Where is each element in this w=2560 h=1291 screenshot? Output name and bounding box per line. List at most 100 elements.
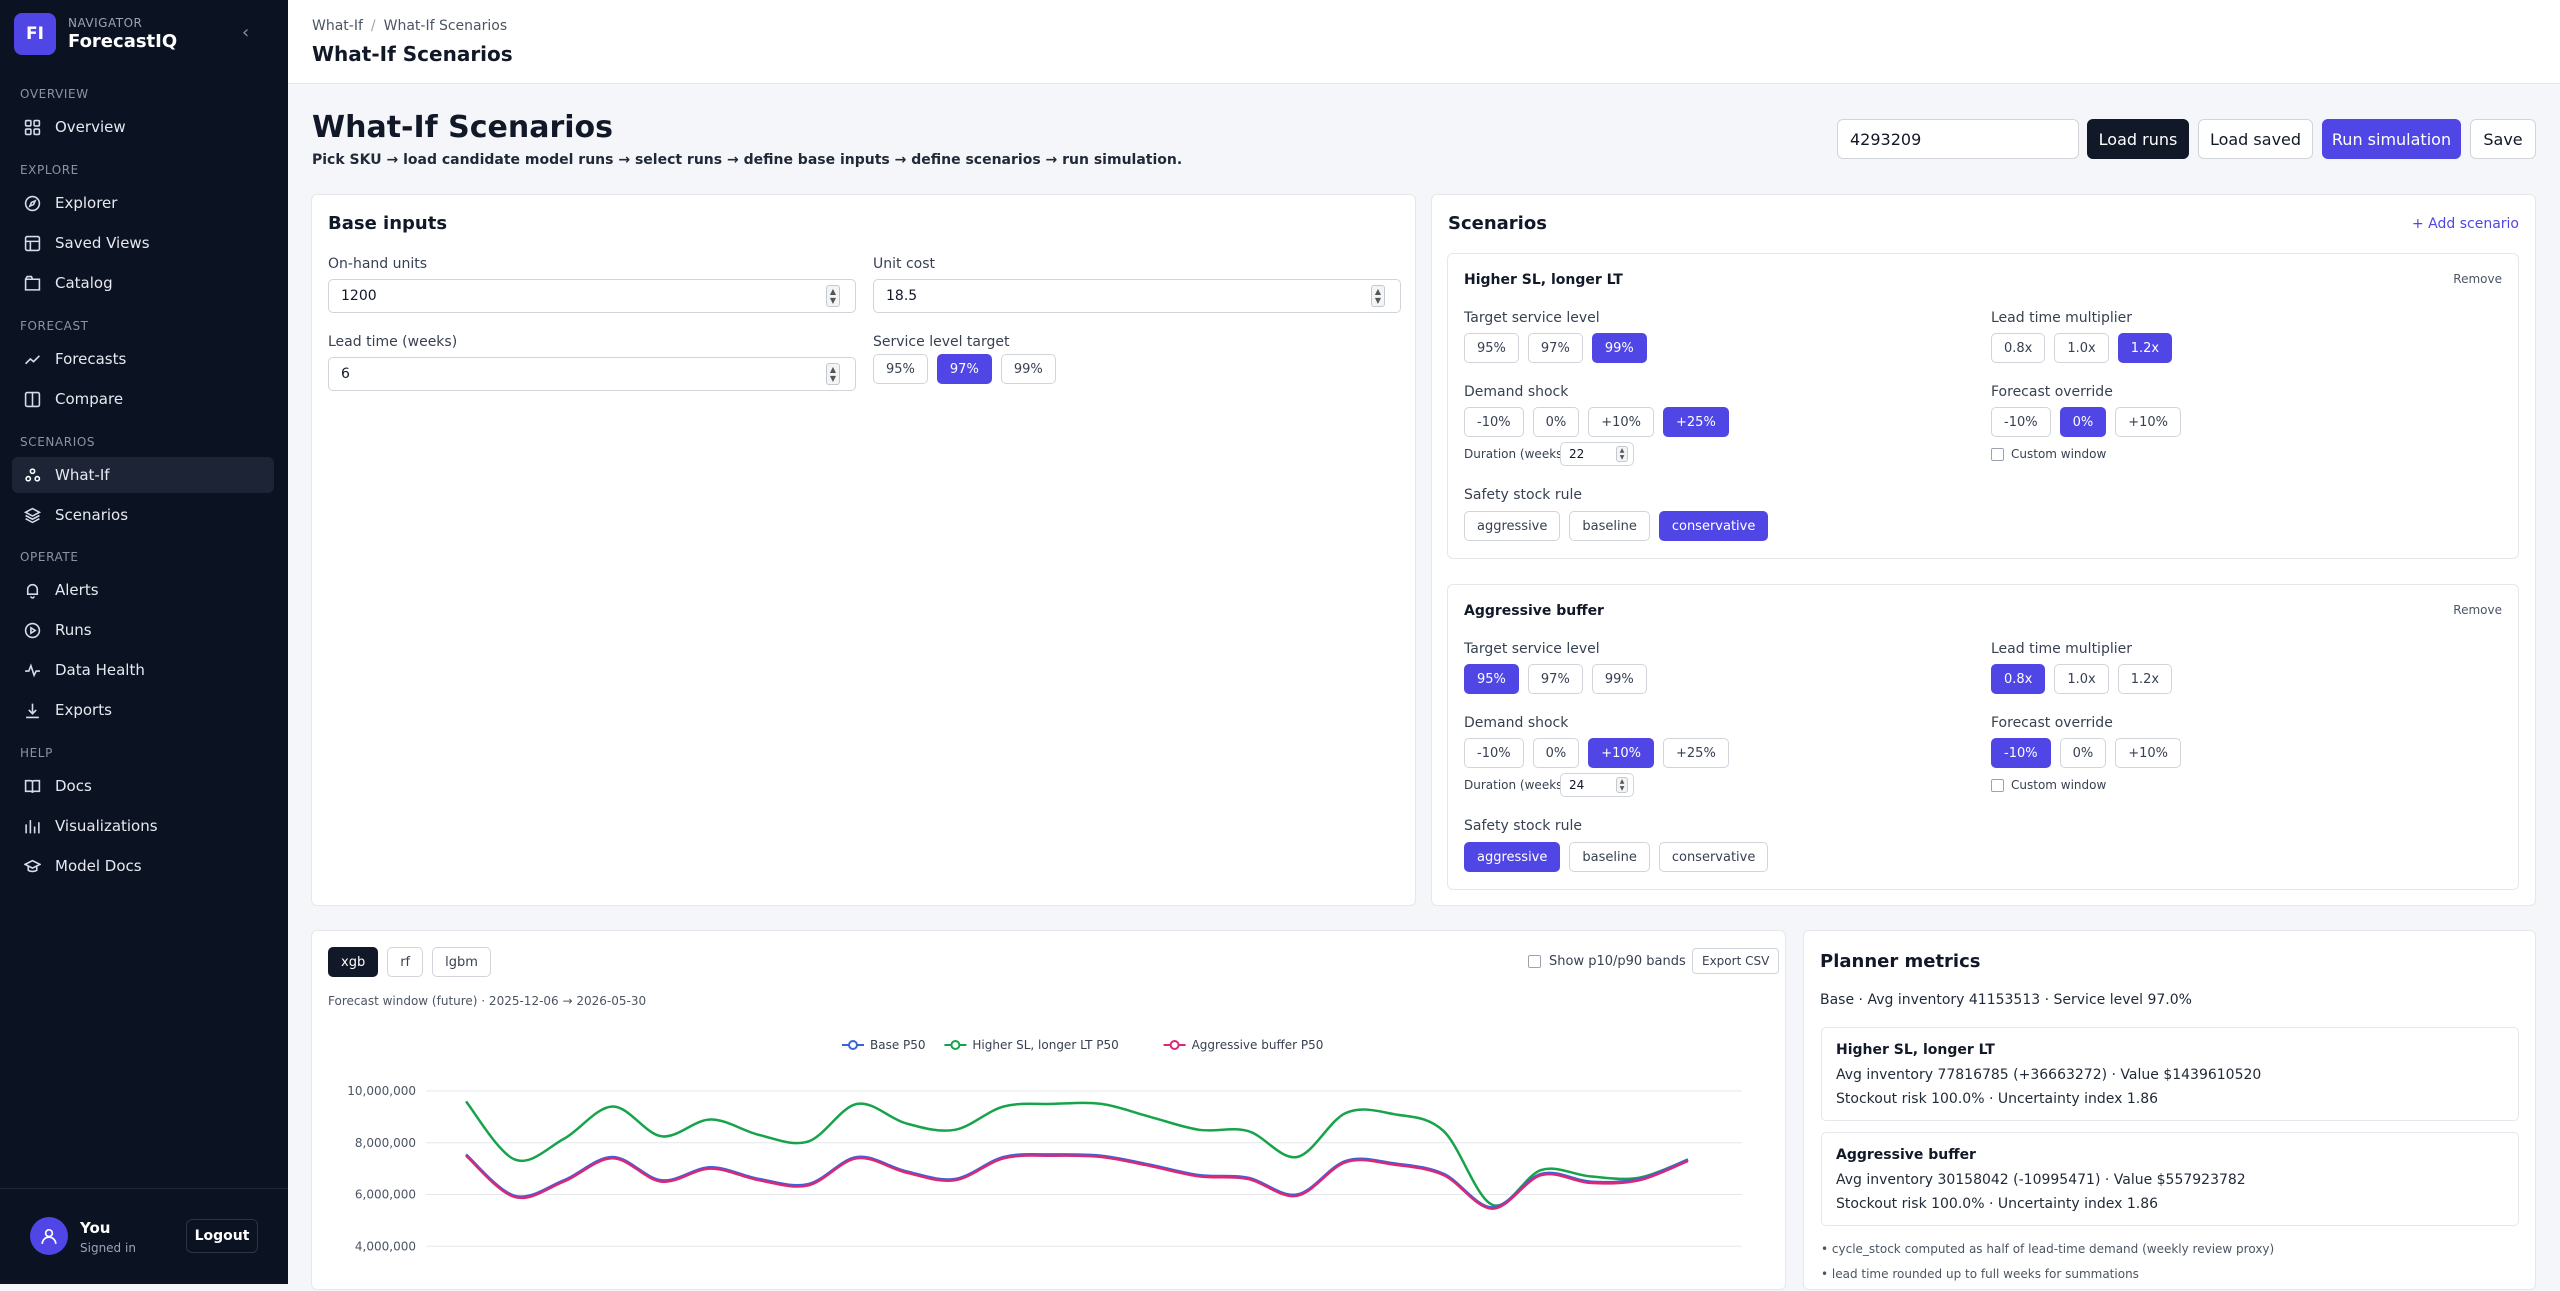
sidebar-item-docs[interactable]: Docs [12, 768, 274, 804]
target-service-option[interactable]: 95% [1464, 664, 1519, 694]
demand-shock-option[interactable]: +25% [1663, 407, 1729, 437]
sidebar-item-catalog[interactable]: Catalog [12, 265, 274, 301]
series-line[interactable] [465, 1152, 1689, 1209]
sidebar-item-data-health[interactable]: Data Health [12, 652, 274, 688]
unit-cost-stepper[interactable]: ▲ ▼ [1371, 285, 1385, 307]
lead-time-multiplier-option[interactable]: 1.2x [2117, 333, 2173, 363]
safety-stock-rule-option[interactable]: conservative [1658, 511, 1769, 541]
service-level-option[interactable]: 95% [873, 354, 928, 384]
safety-stock-rule-option[interactable]: aggressive [1464, 842, 1561, 872]
remove-scenario-button[interactable]: Remove [2453, 272, 2502, 286]
demand-shock-option[interactable]: -10% [1464, 407, 1524, 437]
breadcrumb-current[interactable]: What-If Scenarios [383, 18, 508, 34]
add-scenario-link[interactable]: + Add scenario [2411, 216, 2519, 232]
sidebar-item-what-if[interactable]: What-If [12, 457, 274, 493]
lead-time-input[interactable] [328, 357, 856, 391]
scenario-metrics-card: Aggressive buffer Avg inventory 30158042 … [1821, 1132, 2519, 1226]
custom-window-checkbox[interactable] [1991, 448, 2004, 461]
target-service-option[interactable]: 95% [1464, 333, 1519, 363]
model-tab-option[interactable]: lgbm [432, 947, 491, 977]
lead-time-multiplier-option[interactable]: 0.8x [1991, 333, 2046, 363]
lead-time-multiplier-label: Lead time multiplier [1991, 310, 2132, 326]
logout-button[interactable]: Logout [186, 1219, 258, 1253]
forecast-override-option[interactable]: +10% [2115, 407, 2182, 437]
base-metrics: Base · Avg inventory 41153513 · Service … [1820, 992, 2192, 1008]
duration-stepper[interactable]: ▲ ▼ [1616, 777, 1628, 793]
on-hand-input[interactable] [328, 279, 856, 313]
sidebar-item-visualizations[interactable]: Visualizations [12, 808, 274, 844]
model-tab-option[interactable]: xgb [328, 947, 379, 977]
run-simulation-button[interactable]: Run simulation [2322, 119, 2461, 159]
demand-shock-option[interactable]: +25% [1663, 738, 1729, 768]
sidebar-item-label: Scenarios [55, 506, 129, 524]
sidebar-item-forecasts[interactable]: Forecasts [12, 341, 274, 377]
book-icon [24, 779, 41, 793]
forecast-override-option[interactable]: 0% [2059, 407, 2107, 437]
on-hand-stepper[interactable]: ▲ ▼ [826, 285, 840, 307]
sidebar-item-compare[interactable]: Compare [12, 381, 274, 417]
unit-cost-input[interactable] [873, 279, 1401, 313]
avatar[interactable] [30, 1217, 68, 1255]
legend-label[interactable]: Higher SL, longer LT P50 [972, 1038, 1118, 1052]
legend-marker [848, 1040, 858, 1050]
target-service-option[interactable]: 97% [1527, 664, 1583, 694]
legend-label[interactable]: Aggressive buffer P50 [1192, 1038, 1324, 1052]
model-tab-option[interactable]: rf [387, 947, 424, 977]
collapse-sidebar-icon[interactable]: ‹ [242, 22, 250, 43]
service-level-option[interactable]: 97% [936, 354, 992, 384]
lead-time-multiplier-option[interactable]: 0.8x [1991, 664, 2046, 694]
legend-label[interactable]: Base P50 [870, 1038, 926, 1052]
demand-shock-option[interactable]: 0% [1532, 738, 1580, 768]
target-service-option[interactable]: 97% [1527, 333, 1583, 363]
forecast-override-option[interactable]: -10% [1991, 738, 2051, 768]
service-level-option[interactable]: 99% [1000, 354, 1056, 384]
forecast-override-option[interactable]: -10% [1991, 407, 2051, 437]
target-service-option[interactable]: 99% [1591, 664, 1647, 694]
demand-shock-option[interactable]: +10% [1588, 738, 1655, 768]
safety-stock-rule-option[interactable]: aggressive [1464, 511, 1561, 541]
load-runs-button[interactable]: Load runs [2087, 119, 2189, 159]
brand[interactable]: FI NAVIGATOR ForecastIQ [14, 12, 177, 56]
target-service-option[interactable]: 99% [1591, 333, 1647, 363]
scenario-name: Higher SL, longer LT [1464, 272, 1623, 288]
brand-logo: FI [14, 13, 56, 55]
load-saved-button[interactable]: Load saved [2198, 119, 2313, 159]
forecast-chart: 10,000,0008,000,0006,000,0004,000,0002,0… [347, 1038, 1742, 1253]
forecast-override-options: -10% 0% +10% [1991, 407, 2182, 437]
bands-toggle[interactable]: Show p10/p90 bands [1528, 954, 1686, 969]
bell-icon [26, 583, 39, 599]
breadcrumb-what-if[interactable]: What-If [312, 18, 363, 34]
demand-shock-option[interactable]: +10% [1588, 407, 1655, 437]
sidebar-item-runs[interactable]: Runs [12, 612, 274, 648]
sidebar-item-model-docs[interactable]: Model Docs [12, 848, 274, 884]
section-overview: OVERVIEW [20, 87, 89, 101]
sku-input[interactable] [1837, 119, 2079, 159]
sidebar-item-explorer[interactable]: Explorer [12, 185, 274, 221]
demand-shock-option[interactable]: 0% [1532, 407, 1580, 437]
lead-time-multiplier-option[interactable]: 1.0x [2054, 333, 2109, 363]
export-csv-button[interactable]: Export CSV [1692, 948, 1780, 974]
scenario-inventory-line: Avg inventory 77816785 (+36663272) · Val… [1836, 1067, 2262, 1083]
series-line[interactable] [465, 1100, 1689, 1207]
sidebar-item-overview[interactable]: Overview [12, 109, 274, 145]
safety-stock-rule-option[interactable]: baseline [1569, 511, 1650, 541]
duration-stepper[interactable]: ▲ ▼ [1616, 446, 1628, 462]
lead-time-multiplier-option[interactable]: 1.2x [2117, 664, 2173, 694]
custom-window-checkbox[interactable] [1991, 779, 2004, 792]
safety-stock-rule-option[interactable]: conservative [1658, 842, 1769, 872]
sidebar-item-saved-views[interactable]: Saved Views [12, 225, 274, 261]
remove-scenario-button[interactable]: Remove [2453, 603, 2502, 617]
sidebar-item-scenarios[interactable]: Scenarios [12, 497, 274, 533]
forecast-override-option[interactable]: 0% [2059, 738, 2107, 768]
safety-stock-rule-option[interactable]: baseline [1569, 842, 1650, 872]
series-line[interactable] [465, 1154, 1689, 1210]
save-button[interactable]: Save [2470, 119, 2536, 159]
topbar-title: What-If Scenarios [312, 42, 513, 66]
bands-checkbox[interactable] [1528, 955, 1541, 968]
forecast-override-option[interactable]: +10% [2115, 738, 2182, 768]
lead-time-multiplier-option[interactable]: 1.0x [2054, 664, 2109, 694]
lead-time-stepper[interactable]: ▲ ▼ [826, 363, 840, 385]
demand-shock-option[interactable]: -10% [1464, 738, 1524, 768]
sidebar-item-alerts[interactable]: Alerts [12, 572, 274, 608]
sidebar-item-exports[interactable]: Exports [12, 692, 274, 728]
